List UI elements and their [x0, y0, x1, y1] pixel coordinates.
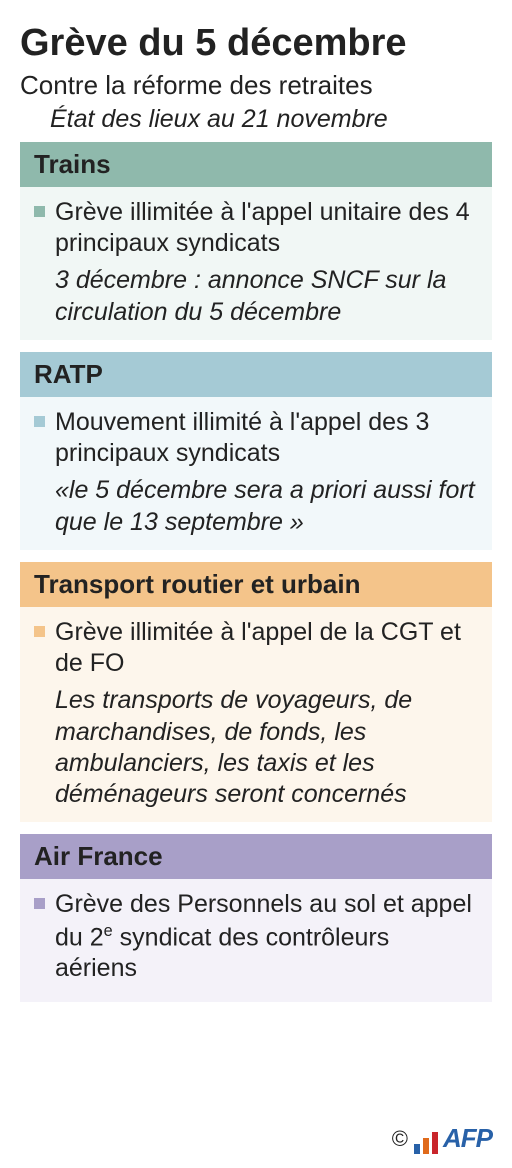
afp-logo-icon: AFP — [414, 1123, 492, 1154]
section-header-ratp: RATP — [20, 352, 492, 397]
afp-bar-2 — [423, 1138, 429, 1154]
section-body-air: Grève des Personnels au sol et appel du … — [20, 879, 492, 1002]
section-header-trains: Trains — [20, 142, 492, 187]
afp-bar-1 — [414, 1144, 420, 1154]
section-road: Transport routier et urbain Grève illimi… — [20, 562, 492, 823]
square-bullet-icon — [34, 206, 45, 217]
afp-bar-3 — [432, 1132, 438, 1154]
bullet-row: Grève illimitée à l'appel de la CGT et d… — [34, 617, 478, 680]
copyright-symbol: © — [392, 1126, 408, 1152]
bullet-row: Grève illimitée à l'appel unitaire des 4… — [34, 197, 478, 260]
bullet-text: Grève illimitée à l'appel unitaire des 4… — [55, 197, 478, 260]
copyright-block: © AFP — [392, 1123, 492, 1154]
note-text: Les transports de voyageurs, de marchand… — [55, 685, 478, 810]
square-bullet-icon — [34, 898, 45, 909]
square-bullet-icon — [34, 416, 45, 427]
subtitle: Contre la réforme des retraites — [20, 70, 492, 101]
bullet-text: Grève illimitée à l'appel de la CGT et d… — [55, 617, 478, 680]
note-text: 3 décembre : annonce SNCF sur la circula… — [55, 265, 478, 328]
bullet-row: Grève des Personnels au sol et appel du … — [34, 889, 478, 984]
bullet-text: Mouvement illimité à l'appel des 3 princ… — [55, 407, 478, 470]
bullet-row: Mouvement illimité à l'appel des 3 princ… — [34, 407, 478, 470]
section-header-air: Air France — [20, 834, 492, 879]
section-air: Air France Grève des Personnels au sol e… — [20, 834, 492, 1002]
section-body-road: Grève illimitée à l'appel de la CGT et d… — [20, 607, 492, 823]
afp-text: AFP — [443, 1123, 492, 1154]
status-line: État des lieux au 21 novembre — [20, 105, 492, 134]
square-bullet-icon — [34, 626, 45, 637]
section-body-trains: Grève illimitée à l'appel unitaire des 4… — [20, 187, 492, 340]
section-trains: Trains Grève illimitée à l'appel unitair… — [20, 142, 492, 340]
main-title: Grève du 5 décembre — [20, 24, 492, 64]
section-header-road: Transport routier et urbain — [20, 562, 492, 607]
section-body-ratp: Mouvement illimité à l'appel des 3 princ… — [20, 397, 492, 550]
section-ratp: RATP Mouvement illimité à l'appel des 3 … — [20, 352, 492, 550]
note-text: «le 5 décembre sera a priori aussi fort … — [55, 475, 478, 538]
bullet-text: Grève des Personnels au sol et appel du … — [55, 889, 478, 984]
